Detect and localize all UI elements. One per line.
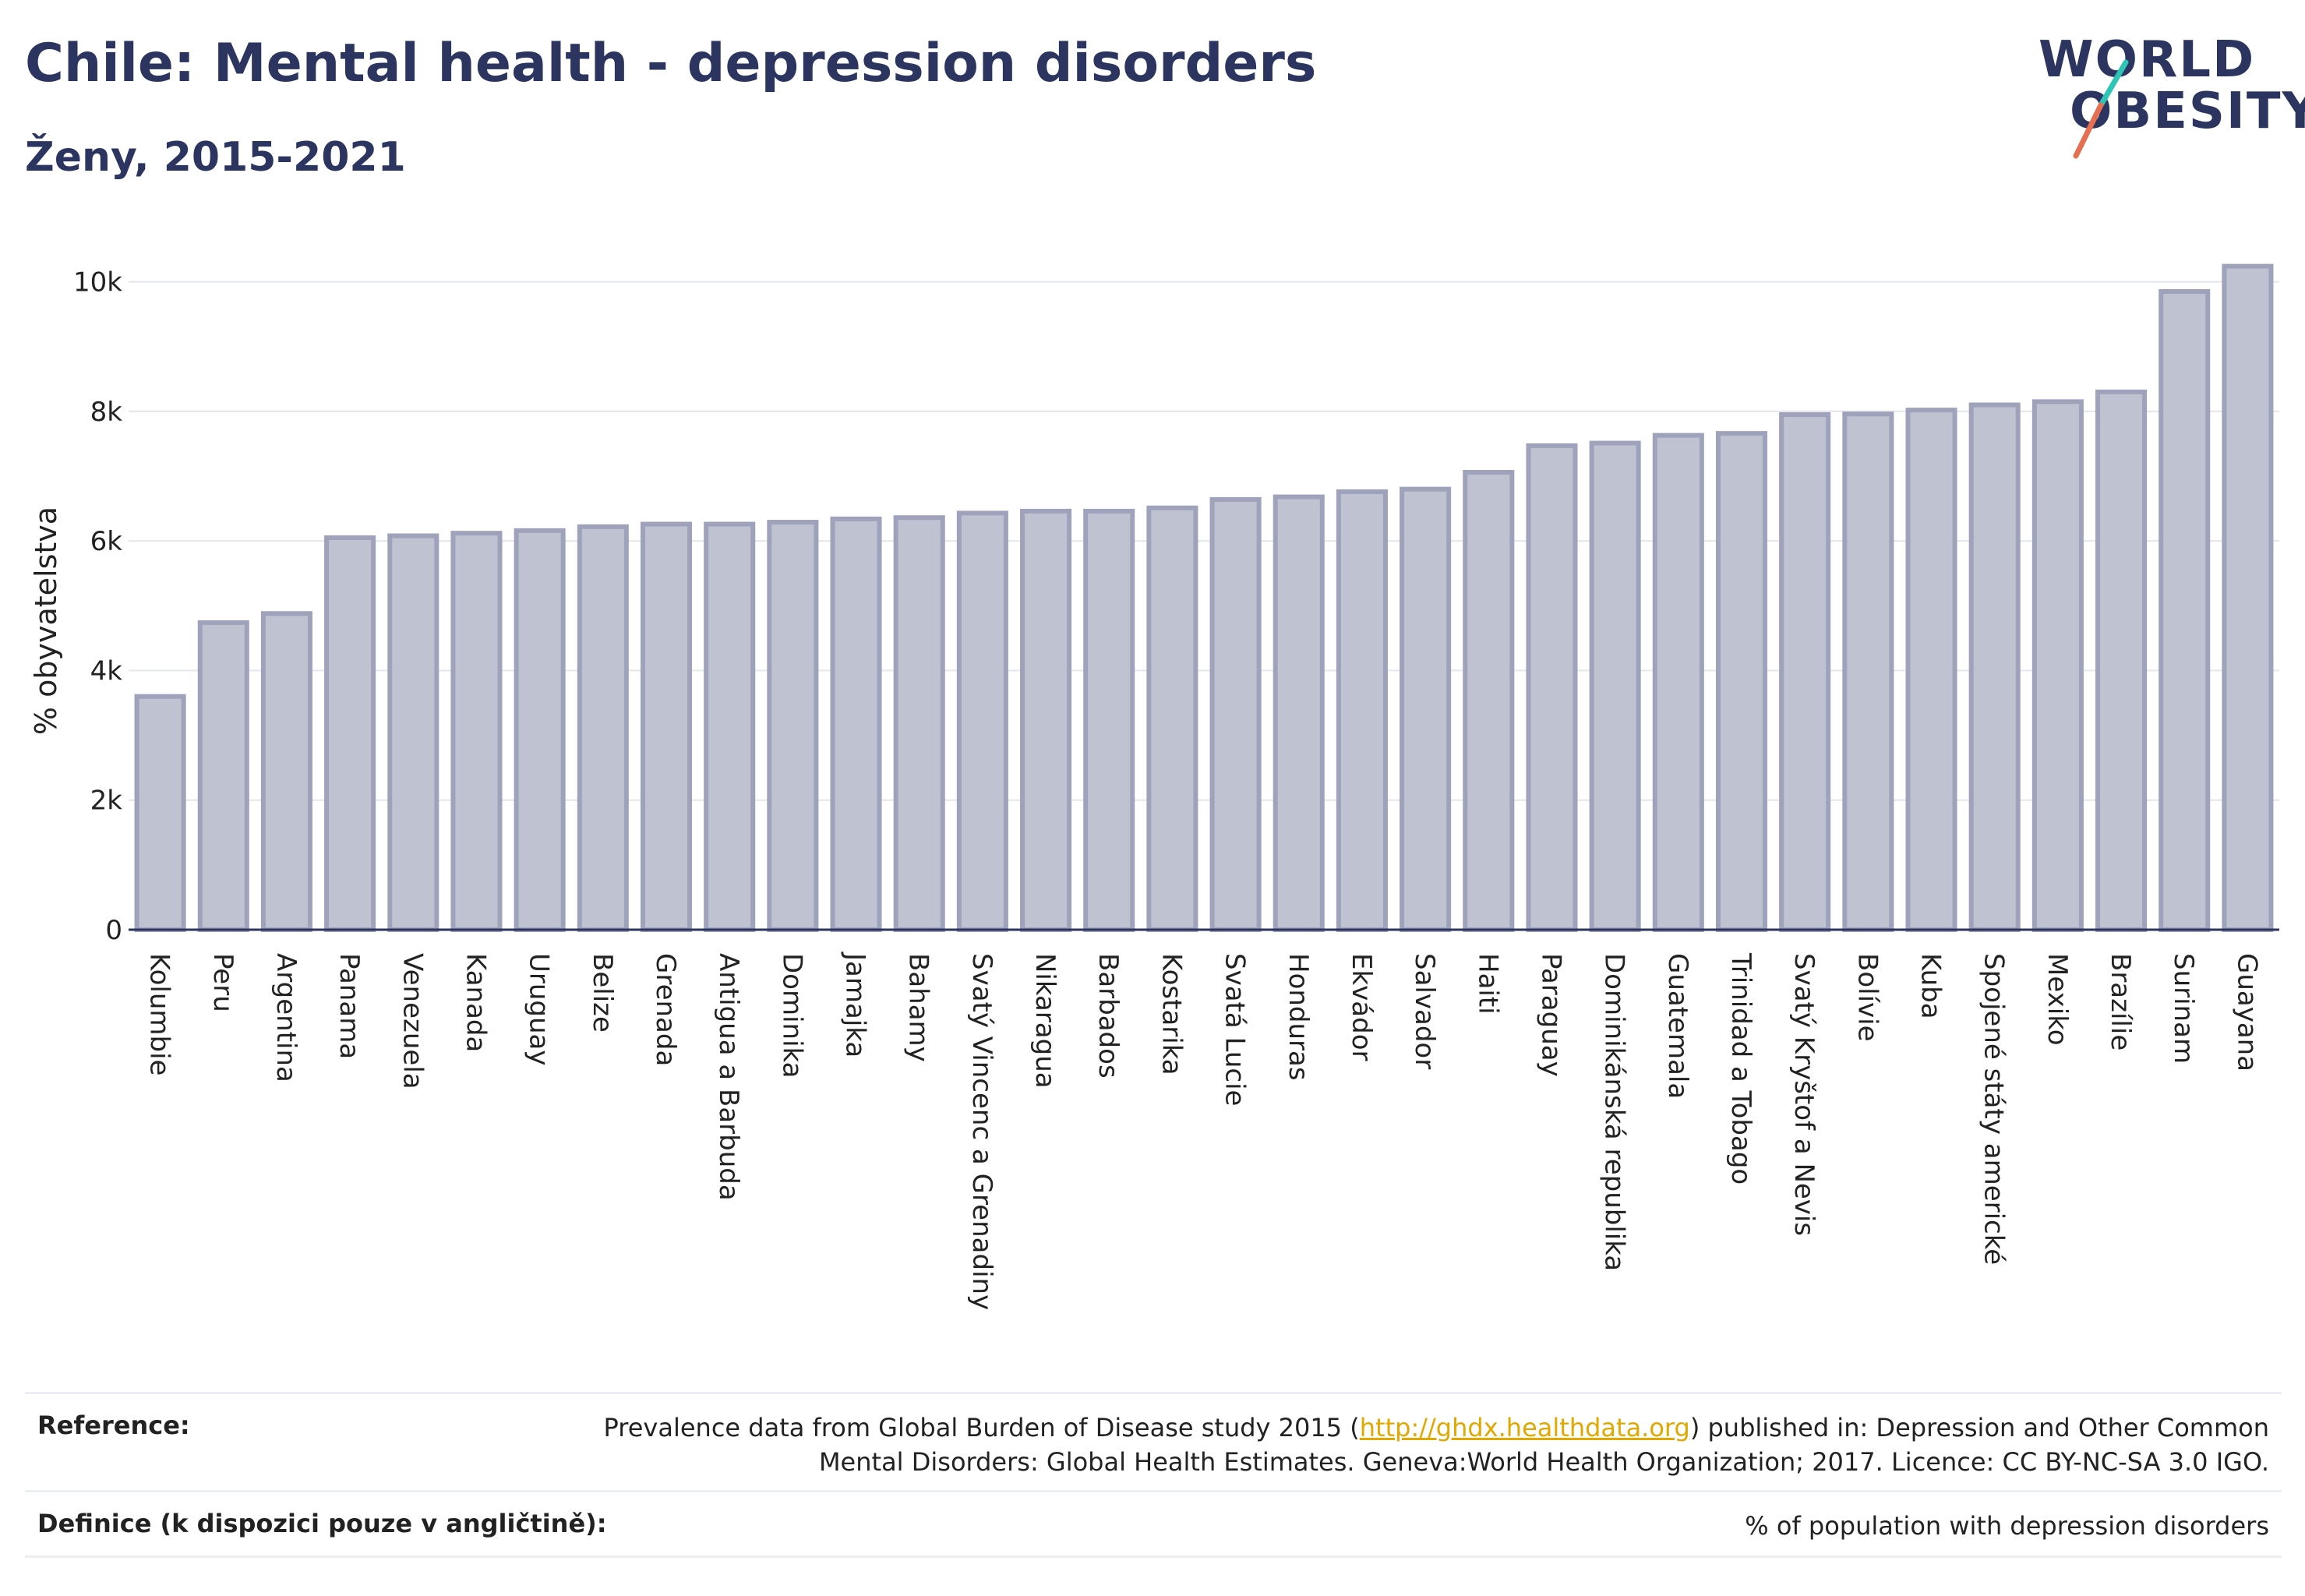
chart-subtitle: Ženy, 2015-2021 bbox=[25, 134, 406, 181]
bar bbox=[1336, 489, 1388, 932]
x-tick-label: Brazílie bbox=[2105, 953, 2136, 1050]
x-tick-label: Ekvádor bbox=[1346, 953, 1377, 1061]
footer-divider-top bbox=[25, 1392, 2282, 1394]
bar bbox=[2031, 399, 2084, 932]
bar bbox=[956, 510, 1008, 932]
x-tick-label: Grenada bbox=[650, 953, 681, 1066]
y-tick-label: 0 bbox=[105, 915, 122, 946]
bar bbox=[134, 694, 186, 933]
x-tick-label: Guatemala bbox=[1662, 953, 1693, 1099]
x-tick-label: Antigua a Barbuda bbox=[713, 953, 744, 1201]
x-tick-label: Barbados bbox=[1092, 953, 1124, 1079]
x-tick-label: Kostarika bbox=[1156, 953, 1187, 1075]
bar bbox=[260, 611, 312, 933]
bar bbox=[893, 515, 945, 932]
x-tick-label: Surinam bbox=[2168, 953, 2199, 1064]
bar bbox=[704, 521, 756, 933]
x-tick-label: Svatá Lucie bbox=[1220, 953, 1251, 1106]
x-tick-label: Trinidad a Tobago bbox=[1725, 952, 1756, 1185]
bar bbox=[640, 521, 693, 933]
bar bbox=[1526, 443, 1578, 932]
bar bbox=[2222, 263, 2274, 933]
bar bbox=[1652, 433, 1704, 932]
footer-divider-middle bbox=[25, 1490, 2282, 1492]
bar bbox=[1020, 508, 1072, 932]
y-tick-label: 4k bbox=[90, 655, 123, 687]
bar bbox=[1779, 412, 1831, 932]
x-tick-label: Kanada bbox=[460, 953, 491, 1052]
definition-label: Definice (k dispozici pouze v angličtině… bbox=[37, 1509, 607, 1538]
x-tick-label: Spojené státy americké bbox=[1978, 953, 2010, 1265]
x-tick-label: Kuba bbox=[1915, 953, 1947, 1019]
x-tick-label: Salvador bbox=[1409, 953, 1440, 1069]
x-tick-label: Mexiko bbox=[2042, 953, 2073, 1046]
x-tick-label: Haiti bbox=[1472, 953, 1503, 1015]
reference-text-post: ) published in: Depression and Other Com… bbox=[1689, 1413, 2269, 1442]
chart-title: Chile: Mental health - depression disord… bbox=[25, 33, 1317, 94]
reference-label: Reference: bbox=[37, 1411, 190, 1440]
y-tick-label: 6k bbox=[90, 526, 123, 557]
bar-chart: 0 2k 4k 6k 8k 10k % obyvatelstva Kolumbie Peru Ar… bbox=[29, 263, 2279, 1310]
x-tick-label: Bahamy bbox=[903, 953, 934, 1062]
x-tick-label: Dominika bbox=[776, 953, 807, 1078]
bar bbox=[1463, 470, 1515, 932]
bar bbox=[514, 528, 566, 932]
x-tick-label: Nikaragua bbox=[1029, 953, 1061, 1089]
bar bbox=[1589, 440, 1641, 932]
reference-text-pre: Prevalence data from Global Burden of Di… bbox=[603, 1413, 1360, 1442]
x-tick-label: Guayana bbox=[2231, 953, 2262, 1072]
bar bbox=[1968, 402, 2021, 932]
y-axis-label: % obyvatelstva bbox=[29, 507, 63, 735]
x-tick-label: Svatý Kryštof a Nevis bbox=[1788, 953, 1820, 1236]
x-tick-label: Kolumbie bbox=[144, 953, 175, 1075]
x-tick-label: Panama bbox=[334, 953, 365, 1059]
y-tick-label: 2k bbox=[90, 786, 123, 817]
x-tick-label: Uruguay bbox=[524, 953, 555, 1066]
world-obesity-logo: WORLD OBESITY bbox=[2026, 31, 2305, 171]
x-tick-label: Jamajka bbox=[840, 952, 871, 1058]
bar bbox=[1273, 494, 1325, 932]
bar bbox=[450, 531, 503, 932]
definition-text: % of population with depression disorder… bbox=[1745, 1511, 2269, 1541]
x-tick-label: Bolívie bbox=[1851, 953, 1883, 1042]
y-tick-label: 10k bbox=[73, 267, 122, 298]
bar bbox=[1715, 431, 1768, 932]
bar bbox=[1842, 411, 1894, 932]
x-tick-label: Honduras bbox=[1283, 953, 1314, 1081]
x-tick-label: Argentina bbox=[270, 953, 302, 1082]
bar bbox=[1146, 505, 1198, 932]
bar bbox=[387, 533, 439, 932]
x-tick-label: Belize bbox=[587, 953, 618, 1033]
bar bbox=[767, 520, 819, 932]
bar bbox=[324, 535, 376, 932]
x-tick-label: Svatý Vincenc a Grenadiny bbox=[966, 953, 997, 1310]
reference-text: Prevalence data from Global Burden of Di… bbox=[604, 1411, 2269, 1479]
logo-line-1: WORLD bbox=[2038, 31, 2256, 89]
x-tick-label: Paraguay bbox=[1535, 953, 1566, 1077]
bar bbox=[197, 620, 249, 932]
x-tick-label: Dominikánská republika bbox=[1599, 953, 1630, 1271]
bar bbox=[1905, 408, 1957, 932]
bar bbox=[1083, 508, 1135, 932]
bar bbox=[2095, 389, 2148, 932]
bar bbox=[2159, 289, 2211, 933]
bar bbox=[1209, 496, 1262, 932]
logo-slash-icon bbox=[2073, 59, 2129, 159]
footer-divider-bottom bbox=[25, 1555, 2282, 1558]
x-tick-label: Peru bbox=[207, 953, 238, 1012]
bar bbox=[1400, 486, 1452, 932]
reference-text-line2: Mental Disorders: Global Health Estimate… bbox=[818, 1447, 2269, 1477]
bar bbox=[830, 516, 882, 933]
x-tick-label: Venezuela bbox=[397, 953, 428, 1089]
reference-link[interactable]: http://ghdx.healthdata.org bbox=[1359, 1413, 1690, 1442]
y-tick-label: 8k bbox=[90, 397, 123, 428]
bar bbox=[577, 524, 629, 932]
